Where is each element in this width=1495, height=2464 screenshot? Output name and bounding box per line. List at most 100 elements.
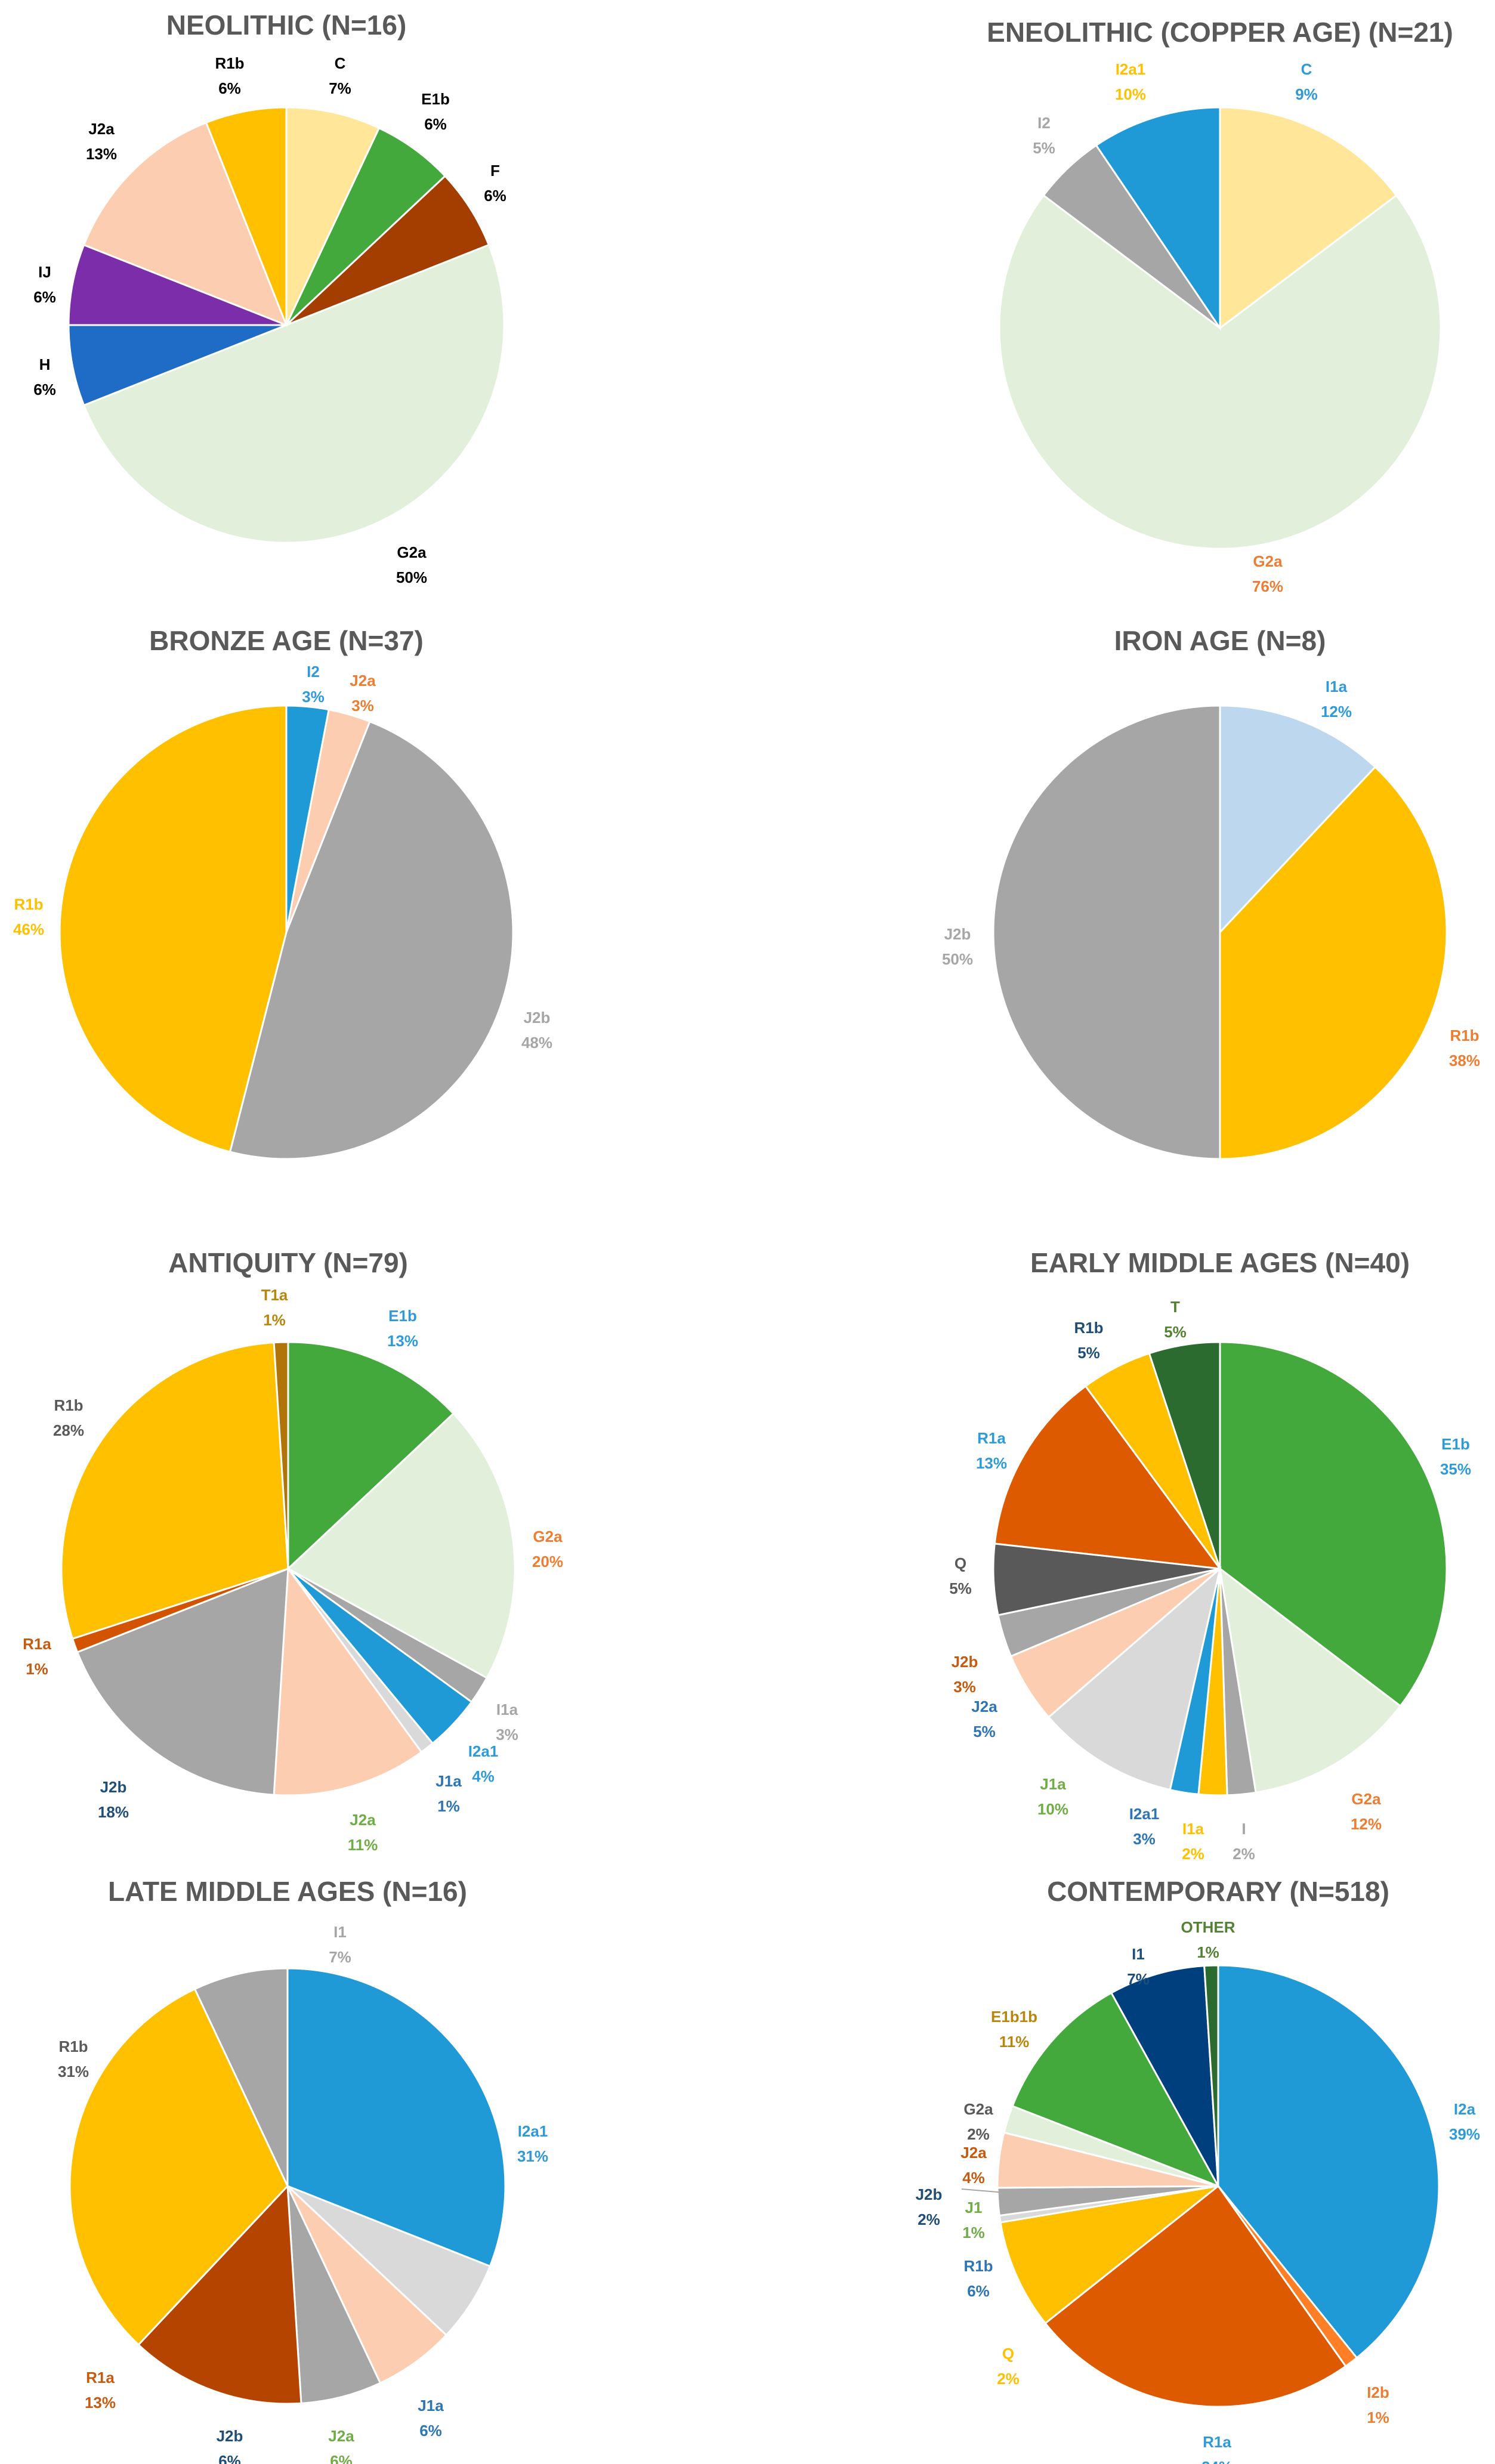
slice-label-i1a: I1a 2% (1182, 1820, 1204, 1863)
slice-label-j2a: J2a 11% (348, 1811, 378, 1854)
pie-slice-r1b (1219, 765, 1448, 1160)
pie-chart-4: IRON AGE (N=8) I1a 12% R1b 38% J2b 50% (942, 625, 1480, 1160)
pie-chart-7: LATE MIDDLE AGES (N=16) I2a1 31% J1a 6% J2a 6%… (58, 1876, 548, 2464)
pie-chart-1: NEOLITHIC (N=16) C 7% E1b 6% F 6% G2a 50% H 6% IJ 6%… (33, 10, 506, 586)
slice-label-j2b: J2b 2% (916, 2185, 943, 2228)
pie-slice-r1a (993, 1384, 1222, 1570)
slice-label-i: I 2% (1233, 1820, 1255, 1863)
slice-label-i1: I1 7% (329, 1923, 351, 1966)
slice-label-i2a1: I2a1 31% (517, 2122, 548, 2165)
slice-label-e1b: E1b 13% (387, 1307, 418, 1350)
slice-label-c: C 7% (329, 54, 351, 97)
pie-slice-h (67, 324, 287, 407)
slice-label-j2b: J2b 50% (942, 925, 973, 968)
pie-chart-3: BRONZE AGE (N=37) I2 3% J2a 3% J2b 48% R1b 46% (13, 625, 552, 1160)
pie-slice-e1b (287, 1341, 455, 1571)
pie-slice-i2a1 (286, 1967, 506, 2268)
slice-label-r1a: R1a 1% (23, 1635, 51, 1678)
slice-label-j2a: J2a 3% (350, 672, 376, 715)
chart-title: BRONZE AGE (N=37) (149, 625, 424, 656)
slice-label-j2a: J2a 4% (960, 2144, 987, 2187)
slice-label-i2a1: I2a1 4% (468, 1742, 499, 1785)
slice-label-g2a: G2a 20% (532, 1528, 563, 1570)
pie-slice-i1 (193, 1967, 289, 2187)
pie-slice-c (285, 106, 381, 326)
slice-label-j1: J1 1% (962, 2199, 985, 2242)
pie-chart-6: EARLY MIDDLE AGES (N=40) E1b 35% G2a 12% I 2% I… (949, 1247, 1471, 1863)
pie-slice-ij (67, 243, 287, 326)
slice-label-j2b: J2b 3% (952, 1653, 978, 1696)
pie-slice-j2b (228, 720, 514, 1160)
pie-slice-t (1148, 1341, 1221, 1569)
slice-label-g2a: G2a 12% (1351, 1790, 1382, 1833)
pie-slice-j2a (286, 2185, 448, 2385)
label-leader-line (961, 2188, 1033, 2196)
pie-slice-r1b (205, 106, 288, 326)
pie-chart-5: ANTIQUITY (N=79) E1b 13% G2a 20% I1a 3%I2a1 4% J… (23, 1247, 563, 1854)
pie-slice-t1a (273, 1341, 289, 1569)
slice-label-j1a: J1a 6% (418, 2397, 444, 2440)
slice-label-t1a: T1a 1% (261, 1286, 288, 1329)
pie-slice-r1a (1044, 2184, 1347, 2408)
pie-slice-j2b (76, 1567, 289, 1796)
pie-slice-j2a (273, 1566, 423, 1797)
slice-label-q: Q 2% (997, 2345, 1020, 2388)
chart-title: ANTIQUITY (N=79) (168, 1247, 408, 1278)
slice-label-g2a: G2a 50% (396, 543, 427, 586)
slice-label-r1a: R1a24% (1201, 2433, 1233, 2464)
slice-label-f: F 6% (484, 162, 506, 205)
slice-label-i2: I2 5% (1033, 114, 1055, 157)
slice-label-r1b: R1b 6% (963, 2257, 993, 2300)
slice-label-j2a: J2a 6% (328, 2427, 354, 2464)
pie-slice-j1a (1047, 1566, 1222, 1791)
slice-label-j2b: J2b 18% (98, 1778, 129, 1821)
pie-slice-j2b (992, 704, 1221, 1160)
chart-title: EARLY MIDDLE AGES (N=40) (1030, 1247, 1410, 1278)
pie-slice-r1b (60, 1341, 289, 1640)
slice-label-i1a: I1a 12% (1321, 678, 1352, 721)
slice-label-i1a: I1a 3% (496, 1701, 518, 1743)
pie-slice-r1a (137, 2184, 302, 2405)
slice-label-q: Q 5% (949, 1554, 972, 1597)
pie-slice-j1a (286, 2185, 492, 2336)
slice-label-i1: I1 7% (1127, 1945, 1150, 1988)
slice-label-r1b: R1b 38% (1449, 1027, 1480, 1069)
slice-label-e1b: E1b 6% (421, 90, 450, 133)
chart-title: NEOLITHIC (N=16) (166, 10, 407, 41)
slice-label-i2b: I2b 1% (1367, 2383, 1389, 2426)
pie-slice-e1b (1219, 1341, 1448, 1708)
slice-label-t: T 5% (1164, 1298, 1187, 1341)
pie-slice-g2a (1218, 1566, 1402, 1794)
pie-slice-i1a (1219, 704, 1377, 935)
slice-label-j2a: J2a 13% (86, 120, 117, 163)
slice-label-r1b: R1b 46% (13, 895, 44, 938)
slice-label-r1a: R1a 13% (976, 1429, 1007, 1472)
pie-slice-i1 (1110, 1965, 1219, 2187)
pie-slice-c (1095, 106, 1221, 331)
pie-slice-g2a (998, 194, 1442, 550)
pie-slice-r1b (69, 1987, 289, 2346)
slice-label-r1a: R1a 13% (85, 2369, 116, 2412)
chart-title: CONTEMPORARY (N=518) (1047, 1876, 1389, 1907)
slice-label-j2b: J2b 6% (217, 2427, 243, 2464)
slice-label-j2a: J2a 5% (971, 1698, 997, 1740)
chart-title: LATE MIDDLE AGES (N=16) (108, 1876, 467, 1907)
pie-slice-other (1203, 1964, 1219, 2187)
chart-title: ENEOLITHIC (COPPER AGE) (N=21) (987, 17, 1453, 48)
pie-slice-g2a (82, 243, 505, 544)
pie-slice-f (285, 175, 490, 326)
slice-label-e1b: E1b 35% (1440, 1435, 1471, 1478)
slice-label-c: C 9% (1295, 60, 1318, 103)
slice-label-e1b1b: E1b1b 11% (991, 2008, 1037, 2051)
slice-label-j2b: J2b 48% (521, 1009, 552, 1052)
slice-label-i2a1: I2a1 3% (1129, 1805, 1160, 1848)
pie-slice-g2a (286, 1412, 516, 1680)
pie-slice-r1b (58, 704, 288, 1153)
pie-slice-e1b (285, 126, 447, 326)
slice-label-ij: IJ 6% (33, 263, 56, 306)
slice-label-h: H 6% (33, 355, 56, 398)
slice-label-other: OTHER 1% (1181, 1918, 1235, 1961)
